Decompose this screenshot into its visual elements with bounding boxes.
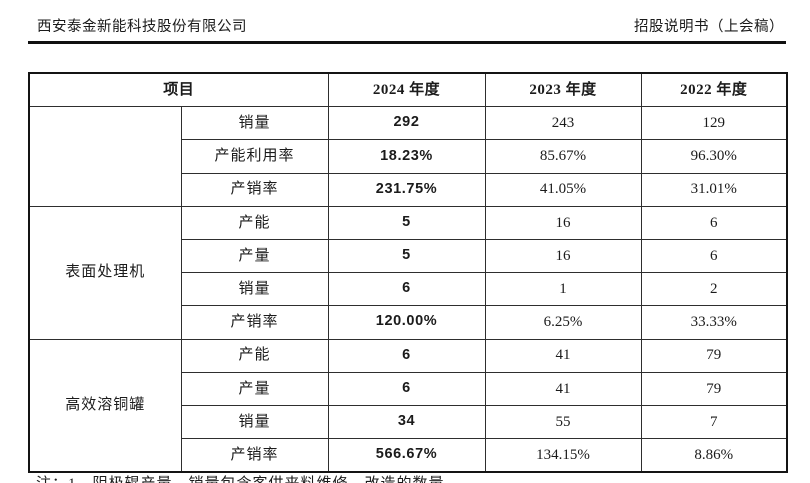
table-row: 产销率 231.75% 41.05% 31.01% <box>29 172 788 207</box>
value-2023: 1 <box>484 272 642 307</box>
metric-cell: 销量 <box>180 404 329 440</box>
value-2024: 292 <box>327 106 486 141</box>
col-header-2022: 2022 年度 <box>640 72 788 108</box>
value-2022: 6 <box>640 238 788 274</box>
value-2023: 55 <box>484 404 642 440</box>
value-2023: 6.25% <box>484 305 642 340</box>
value-2022: 31.01% <box>640 172 788 207</box>
metric-cell: 销量 <box>180 272 329 307</box>
metric-cell: 产量 <box>180 371 329 406</box>
value-2022: 8.86% <box>640 438 788 473</box>
value-2024: 6 <box>327 338 486 373</box>
value-2023: 41.05% <box>484 172 642 207</box>
value-2024: 5 <box>327 205 486 240</box>
value-2024: 6 <box>327 272 486 307</box>
doc-title: 招股说明书（上会稿） <box>634 19 784 35</box>
value-2023: 41 <box>484 338 642 373</box>
value-2022: 7 <box>640 404 788 440</box>
value-2022: 6 <box>640 205 788 240</box>
header-rule <box>28 41 786 44</box>
production-sales-table: 项目 2024 年度 2023 年度 2022 年度 销量 292 243 12… <box>28 72 789 474</box>
value-2023: 85.67% <box>484 139 642 174</box>
value-2024: 566.67% <box>327 438 486 473</box>
table-row: 表面处理机 产能 5 16 6 <box>28 205 788 340</box>
value-2024: 120.00% <box>327 305 486 340</box>
table-row: 销量 34 55 7 <box>29 404 788 440</box>
value-2022: 96.30% <box>640 139 788 174</box>
value-2023: 41 <box>484 371 642 406</box>
group-cell-surface-treatment-machine: 表面处理机 <box>28 205 182 340</box>
footnote: 注：1、阴极辊产量、销量包含客供来料维修、改造的数量 <box>36 472 776 483</box>
value-2024: 34 <box>327 404 486 440</box>
table-row: 销量 292 243 129 <box>28 106 788 207</box>
group-cell-blank <box>28 106 182 207</box>
value-2024: 231.75% <box>327 172 486 207</box>
value-2022: 129 <box>640 106 788 141</box>
value-2024: 18.23% <box>327 139 486 174</box>
table-header-row: 项目 2024 年度 2023 年度 2022 年度 <box>28 72 788 108</box>
table-row: 产销率 120.00% 6.25% 33.33% <box>29 305 788 340</box>
value-2023: 243 <box>484 106 642 141</box>
metric-cell: 产能 <box>180 205 329 240</box>
table-row: 产量 6 41 79 <box>29 371 788 406</box>
value-2022: 79 <box>640 371 788 406</box>
table-row: 产能利用率 18.23% 85.67% 96.30% <box>29 139 788 174</box>
col-header-2024: 2024 年度 <box>327 72 486 108</box>
metric-cell: 产量 <box>180 238 329 274</box>
metric-cell: 产销率 <box>180 172 329 207</box>
table-row: 产量 5 16 6 <box>29 238 788 274</box>
value-2024: 5 <box>327 238 486 274</box>
metric-cell: 产销率 <box>180 305 329 340</box>
value-2024: 6 <box>327 371 486 406</box>
group-cell-copper-dissolving-tank: 高效溶铜罐 <box>28 338 182 473</box>
table-row: 产销率 566.67% 134.15% 8.86% <box>29 438 788 473</box>
value-2022: 2 <box>640 272 788 307</box>
metric-cell: 销量 <box>180 106 329 141</box>
metric-cell: 产能 <box>180 338 329 373</box>
value-2023: 16 <box>484 238 642 274</box>
table-row: 高效溶铜罐 产能 6 41 79 <box>28 338 788 473</box>
metric-cell: 产销率 <box>180 438 329 473</box>
metric-cell: 产能利用率 <box>180 139 329 174</box>
col-header-item: 项目 <box>28 72 329 108</box>
document-header: 西安泰金新能科技股份有限公司 招股说明书（上会稿） <box>28 14 786 40</box>
value-2022: 33.33% <box>640 305 788 340</box>
col-header-2023: 2023 年度 <box>484 72 642 108</box>
value-2023: 134.15% <box>484 438 642 473</box>
value-2022: 79 <box>640 338 788 373</box>
company-name: 西安泰金新能科技股份有限公司 <box>37 19 247 35</box>
value-2023: 16 <box>484 205 642 240</box>
